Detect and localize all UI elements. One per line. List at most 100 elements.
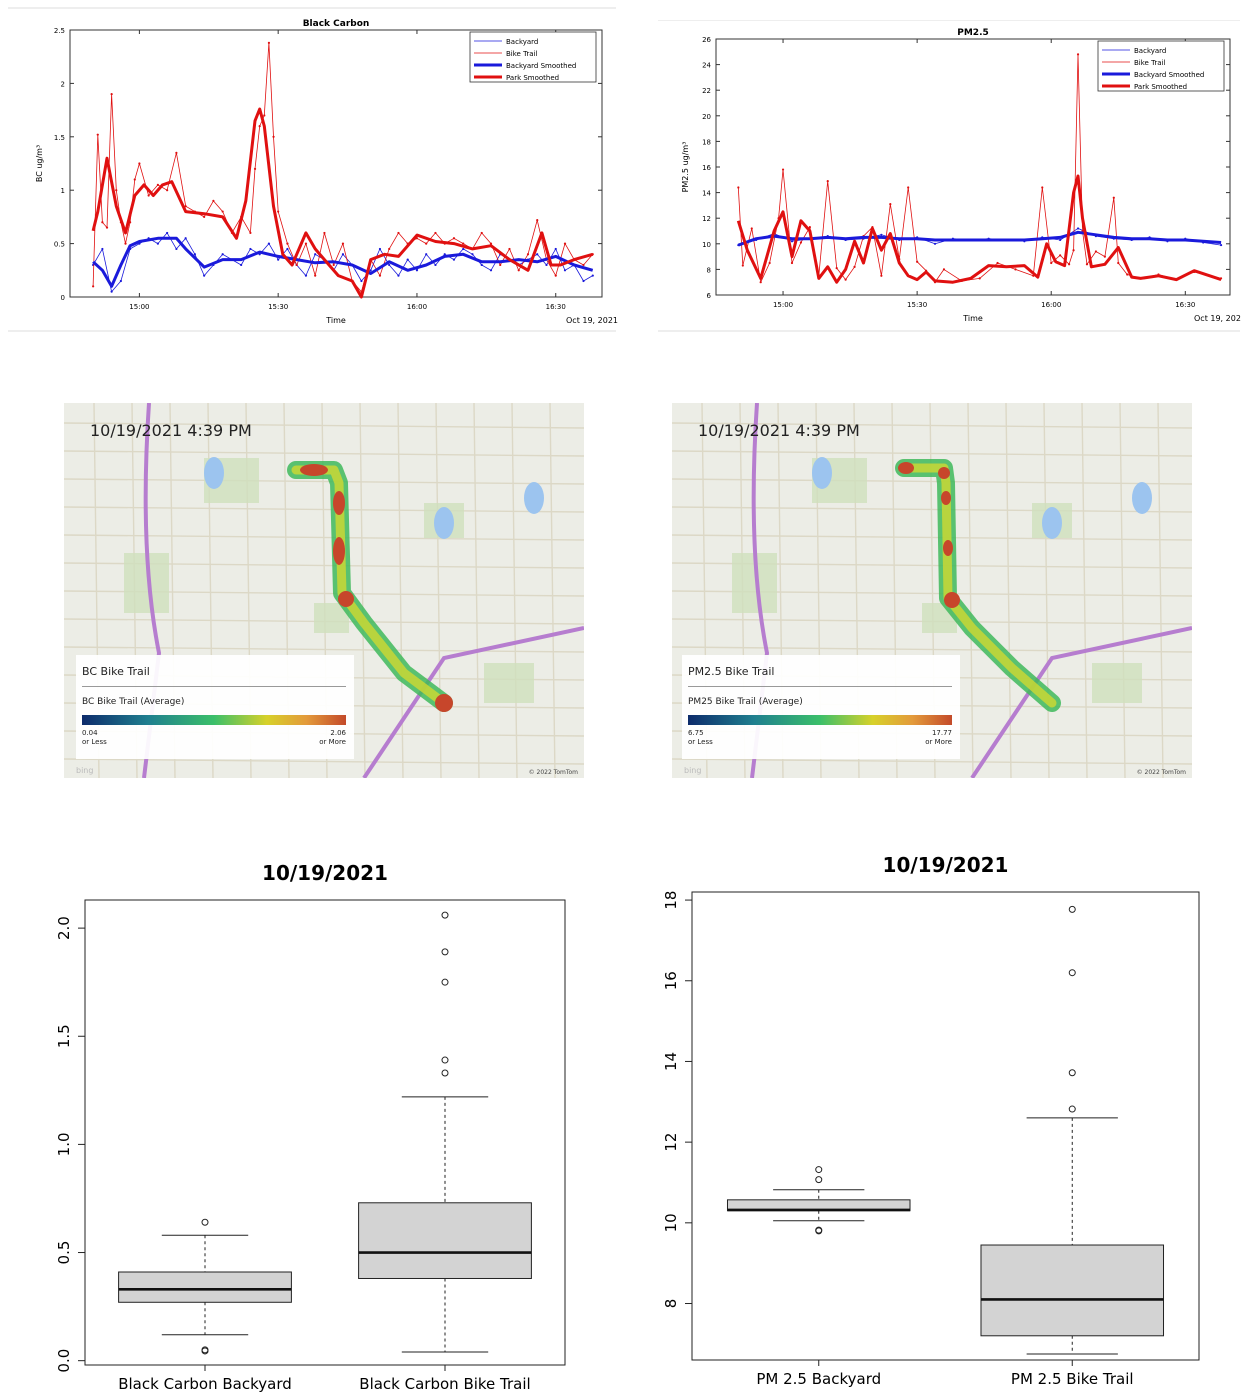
data-point [462,242,465,245]
pm25-boxplot-chart: 10/19/2021 8 10 12 14 16 18 PM 2.5 Backyard PM 2… [662,853,1200,1388]
legend-min-value: 0.04 [82,729,98,737]
heat-hotspot [435,694,453,712]
data-point [341,253,345,256]
data-point [166,231,169,235]
data-point [277,258,280,261]
y-tick-label: 12 [702,215,711,223]
data-point [277,210,280,213]
bing-logo: bing [76,766,94,775]
map-street [1081,403,1088,778]
bc-boxplot-chart: 10/19/2021 0.0 0.5 1.0 1.5 2.0 Black Carbon Ba… [55,861,566,1393]
series-backyard-smoothed [92,236,594,288]
heat-hotspot [943,540,953,556]
x-axis-label: Time [962,314,983,323]
data-point [249,231,252,235]
data-point [907,186,910,189]
series-line [736,174,1222,284]
data-point [184,237,187,240]
box-2 [980,905,1165,1355]
data-point [101,247,104,251]
map-street [64,478,584,485]
x-tick-label: 16:00 [1041,301,1061,309]
map-street [473,403,480,778]
data-point [1041,186,1044,189]
map-copyright: © 2022 TomTom [1136,769,1186,776]
data-point [378,274,382,277]
y-tick-label: 1.5 [55,1024,73,1048]
data-point [369,269,372,272]
data-point [808,226,811,229]
map-street [967,403,974,778]
data-point [378,247,382,251]
box-1 [726,1166,911,1235]
data-point [499,263,502,267]
heat-hotspot [300,464,328,476]
pm25-timeseries-chart: PM2.5 6 8 10 12 14 16 18 20 22 24 26 15:00 15:30 16:00… [658,20,1241,332]
data-point [415,269,419,272]
data-point [360,279,363,283]
x-tick-label: 15:30 [268,303,288,311]
data-point [286,242,289,245]
data-point [1117,261,1120,265]
map-street [672,646,1192,653]
map-street [511,403,518,778]
map-street [672,758,1192,765]
data-point [272,135,275,138]
series-line [92,236,594,288]
legend-label: Backyard Smoothed [1134,71,1204,79]
map-street [672,478,1192,485]
data-point [388,247,391,251]
y-tick-label: 0.5 [55,1241,73,1265]
data-point [889,203,892,206]
data-point [295,263,298,267]
series-line [91,107,594,299]
map-street [64,758,584,765]
y-tick-label: 1 [61,187,65,195]
data-point [1094,250,1098,253]
data-point [1103,255,1106,258]
legend-min: 0.04 or Less [82,729,107,747]
series-bike-trail [92,41,594,293]
legend-subtitle: PM25 Bike Trail (Average) [688,697,803,707]
y-tick-label: 18 [702,138,711,146]
pm25-heatmap[interactable]: 10/19/2021 4:39 PM PM2.5 Bike Trail PM25… [672,403,1192,778]
map-highway [362,626,584,778]
map-timestamp: 10/19/2021 4:39 PM [90,421,252,440]
data-point [844,278,847,281]
map-street [672,450,1192,457]
data-point [425,242,428,245]
data-point [253,167,257,170]
data-point [1085,263,1089,266]
data-point [110,290,113,293]
data-point [105,226,109,229]
chart-title: 10/19/2021 [262,861,388,885]
bing-logo: bing [684,766,702,775]
data-point [434,231,437,235]
data-point [489,242,493,245]
bc-heatmap[interactable]: 10/19/2021 4:39 PM BC Bike Trail BC Bike… [64,403,584,778]
y-tick-label: 12 [662,1133,680,1152]
map-street [672,422,1192,429]
data-point [582,263,585,267]
y-tick-label: 2.0 [55,916,73,940]
legend-divider [82,686,346,687]
data-point [790,240,794,243]
data-point [212,199,215,202]
map-street [397,403,404,778]
data-point [996,261,999,265]
data-point [133,178,136,181]
data-point [115,189,118,192]
data-point [480,231,483,235]
y-tick-label: 8 [707,266,711,274]
data-point [258,125,261,128]
legend-label: Park Smoothed [506,74,559,82]
x-tick-label: PM 2.5 Bike Trail [1011,1370,1134,1388]
data-point [880,233,883,236]
data-point [221,210,224,213]
y-tick-label: 20 [702,113,711,121]
heat-hotspot [333,537,345,565]
data-point [397,231,400,235]
map-street [549,403,556,778]
data-point [425,253,428,256]
data-point [267,242,271,245]
